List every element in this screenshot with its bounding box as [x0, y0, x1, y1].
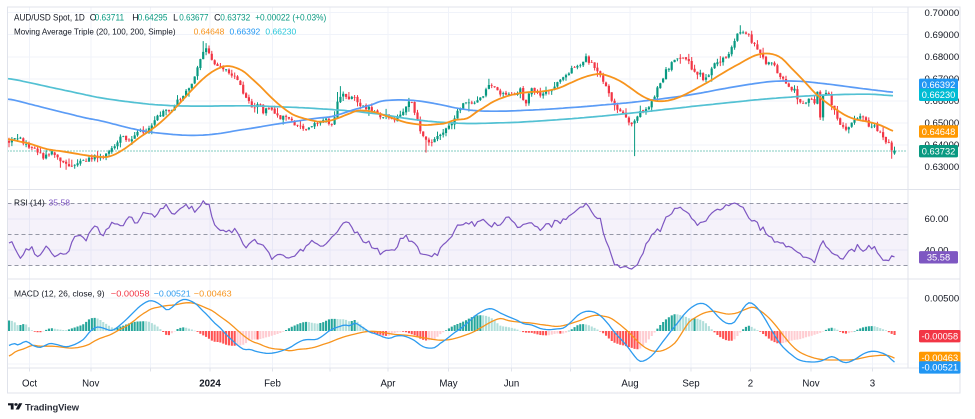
svg-text:2024: 2024	[199, 379, 221, 390]
svg-text:35.58: 35.58	[927, 253, 950, 263]
svg-text:-0.00058: -0.00058	[921, 332, 958, 342]
svg-text:0.66230: 0.66230	[265, 26, 296, 36]
svg-text:40.00: 40.00	[925, 245, 949, 256]
svg-text:0.63711: 0.63711	[95, 12, 125, 22]
svg-text:TradingView: TradingView	[25, 402, 80, 413]
svg-text:0.63732: 0.63732	[922, 147, 956, 157]
svg-text:Feb: Feb	[264, 379, 281, 390]
svg-text:Oct: Oct	[22, 379, 37, 390]
svg-text:MACD (12, 26, close, 9): MACD (12, 26, close, 9)	[14, 288, 105, 298]
svg-text:H: H	[132, 12, 138, 22]
svg-text:0.63677: 0.63677	[179, 12, 208, 22]
svg-text:C: C	[214, 12, 221, 22]
svg-text:0.66392: 0.66392	[922, 80, 956, 90]
svg-text:35.58: 35.58	[49, 197, 71, 207]
svg-text:60.00: 60.00	[925, 214, 949, 225]
svg-text:Apr: Apr	[380, 379, 396, 390]
svg-text:0.66230: 0.66230	[922, 90, 956, 100]
svg-text:0.64648: 0.64648	[922, 127, 956, 137]
svg-text:O: O	[90, 12, 97, 22]
svg-text:0.00500: 0.00500	[925, 293, 960, 304]
svg-text:−0.00058: −0.00058	[111, 288, 150, 298]
svg-text:Nov: Nov	[82, 379, 99, 390]
svg-text:2: 2	[748, 379, 753, 390]
svg-text:Moving Average Triple (20, 100: Moving Average Triple (20, 100, 200, Sim…	[14, 26, 176, 36]
svg-text:−0.00463: −0.00463	[194, 288, 232, 298]
svg-text:0.66000: 0.66000	[925, 96, 960, 107]
svg-text:-0.00521: -0.00521	[921, 363, 958, 373]
svg-text:0.66392: 0.66392	[230, 26, 261, 36]
svg-text:-0.00463: -0.00463	[921, 353, 958, 363]
svg-text:0.68000: 0.68000	[925, 52, 960, 63]
svg-text:0.63732: 0.63732	[220, 12, 250, 22]
svg-text:Nov: Nov	[802, 379, 819, 390]
svg-text:0.65000: 0.65000	[925, 118, 960, 129]
svg-text:0.69000: 0.69000	[925, 30, 960, 41]
svg-text:−0.00521: −0.00521	[154, 288, 191, 298]
svg-text:AUD/USD Spot, 1D: AUD/USD Spot, 1D	[14, 12, 85, 22]
svg-text:0.70000: 0.70000	[925, 8, 960, 19]
svg-text:RSI (14): RSI (14)	[14, 197, 45, 207]
svg-text:Aug: Aug	[621, 379, 638, 390]
svg-text:+0.00022 (+0.03%): +0.00022 (+0.03%)	[255, 12, 326, 22]
svg-text:May: May	[439, 379, 457, 390]
svg-text:0.64295: 0.64295	[138, 12, 168, 22]
svg-text:Sep: Sep	[682, 379, 699, 390]
svg-text:Jun: Jun	[504, 379, 520, 390]
svg-text:0.63000: 0.63000	[925, 162, 960, 173]
svg-text:L: L	[173, 12, 178, 22]
svg-text:3: 3	[870, 379, 875, 390]
svg-text:0.64648: 0.64648	[194, 26, 225, 36]
